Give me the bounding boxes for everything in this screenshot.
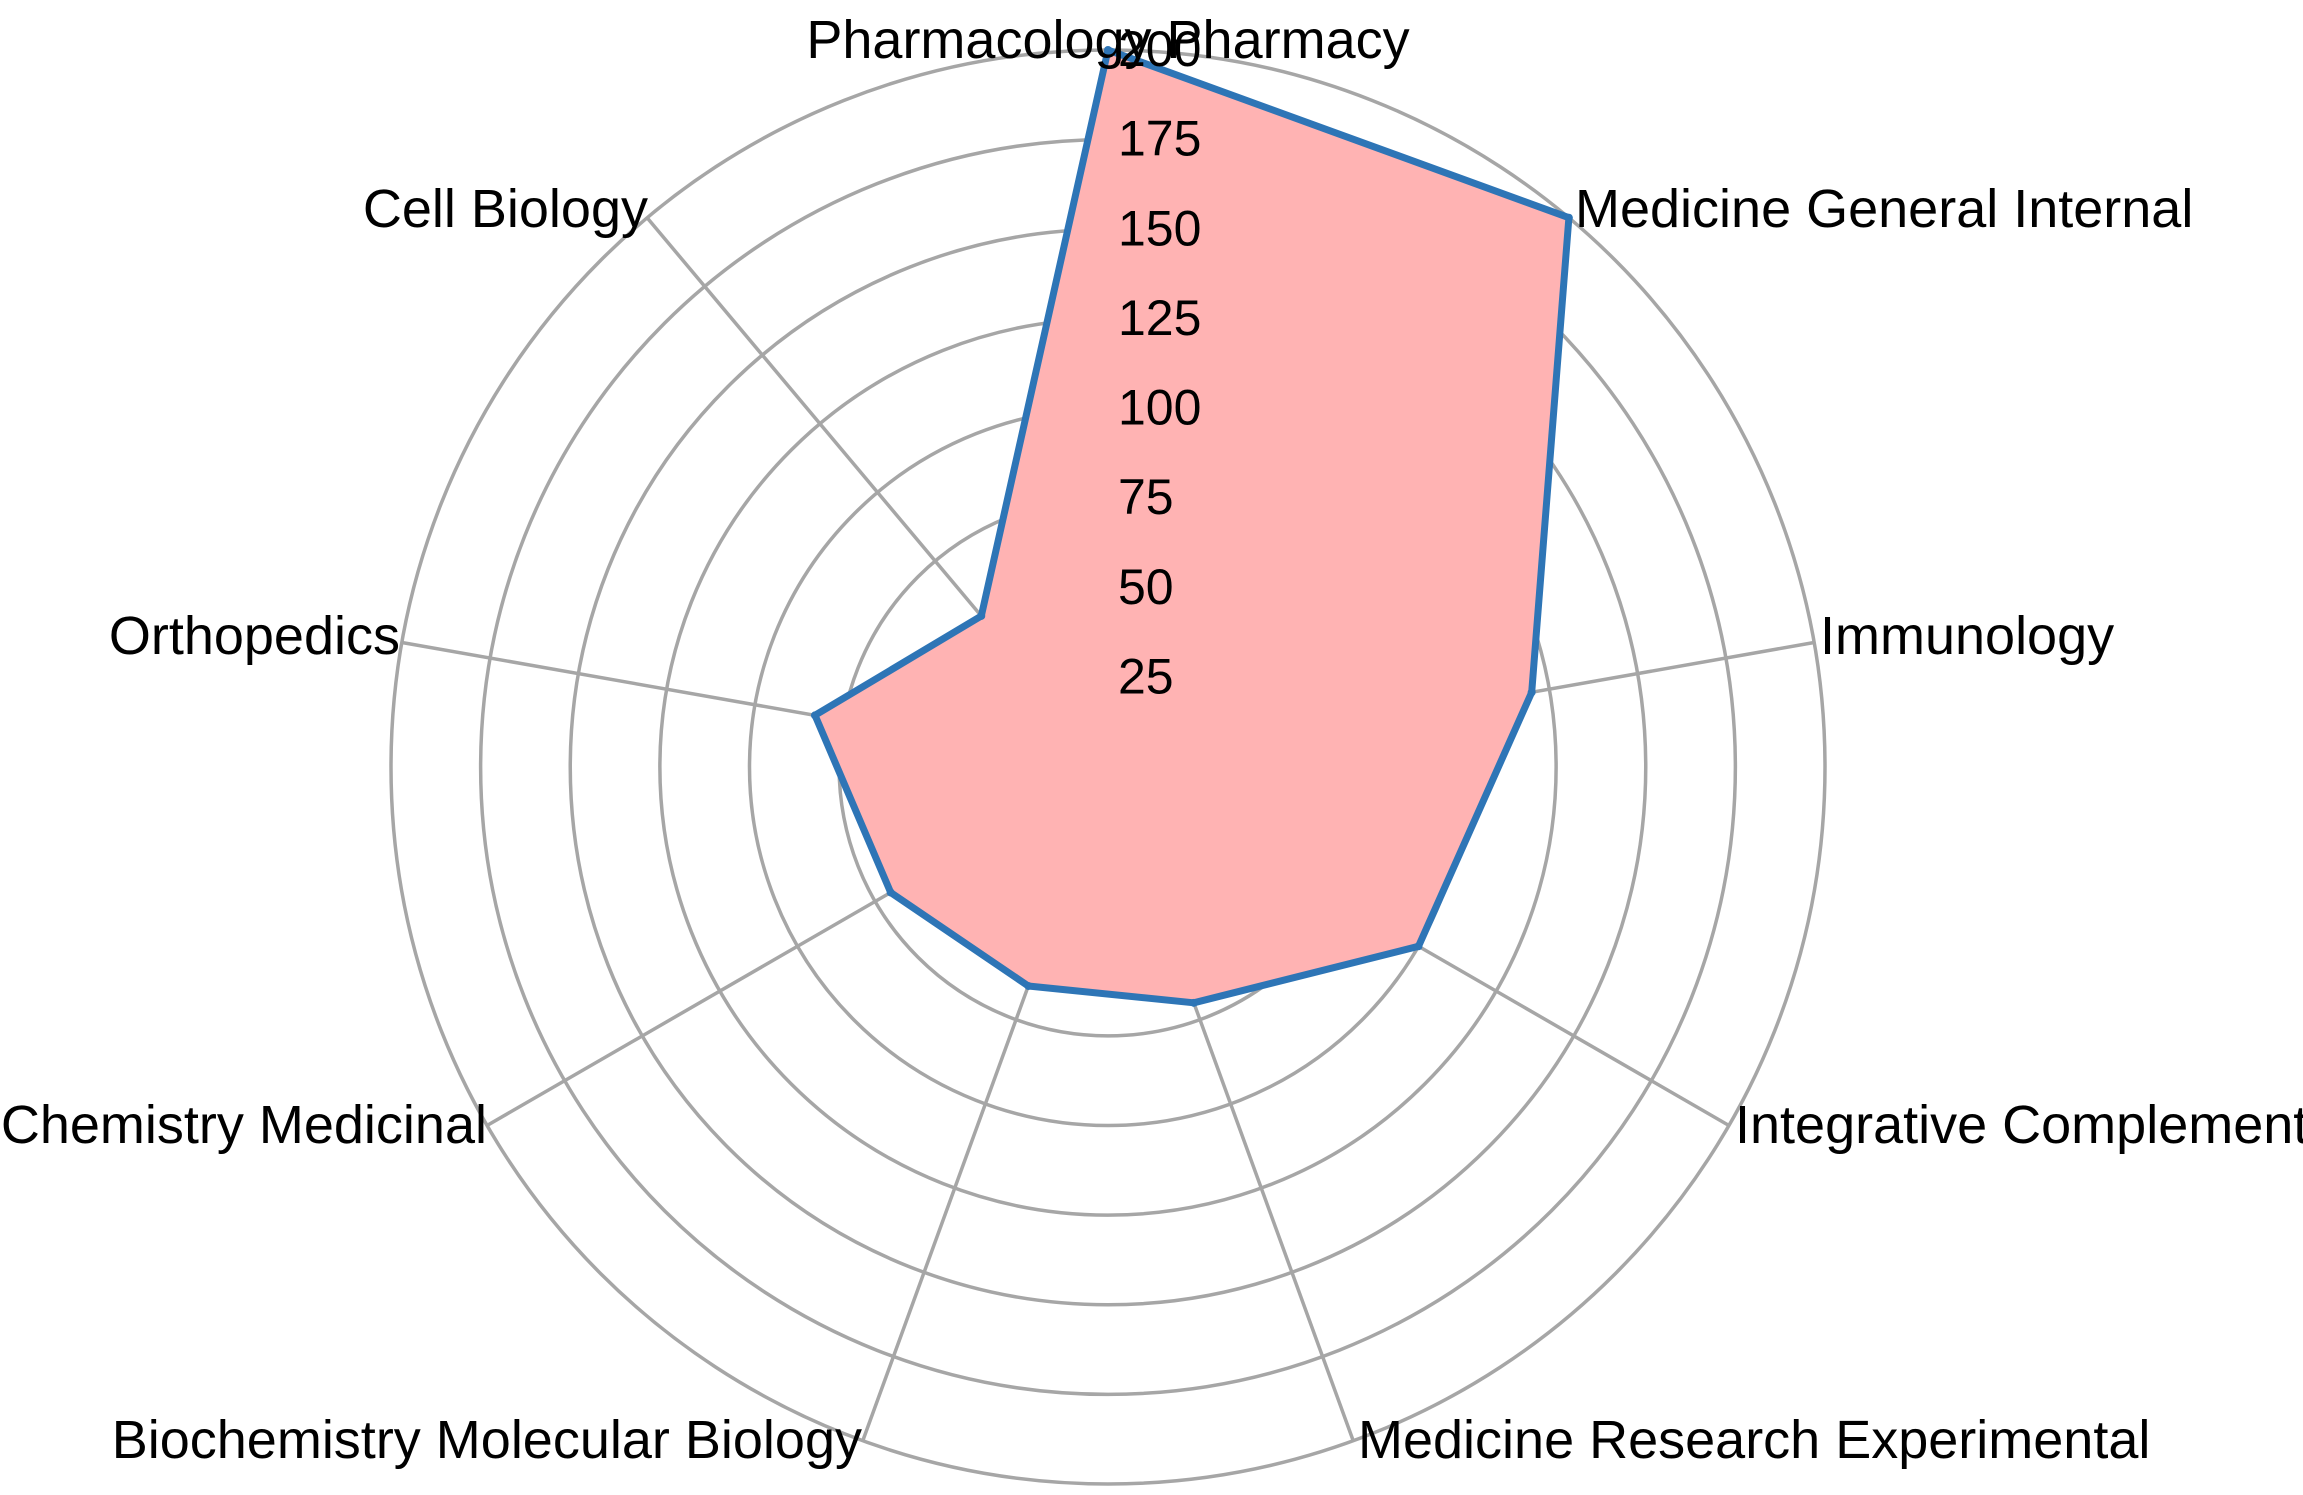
data-point (1104, 46, 1112, 54)
tick-label: 25 (1118, 648, 1174, 704)
data-point (1564, 213, 1573, 222)
tick-label: 175 (1118, 111, 1201, 167)
data-point (810, 711, 819, 720)
data-point (1414, 942, 1423, 951)
series-area (811, 46, 1573, 1007)
axis-label: Chemistry Medicinal (1, 1095, 487, 1155)
axis-label: Medicine General Internal (1575, 179, 2193, 239)
data-point (1189, 998, 1198, 1007)
data-layer (810, 46, 1573, 1007)
tick-label: 50 (1118, 559, 1174, 615)
axis-label: Biochemistry Molecular Biology (112, 1410, 862, 1470)
data-point (886, 888, 895, 897)
axis-label: Immunology (1820, 606, 2114, 666)
data-point (977, 611, 986, 620)
label-layer: Pharmacology Pharmacy Medicine General In… (1, 10, 2303, 1470)
tick-label: 125 (1118, 290, 1201, 346)
axis-label: Cell Biology (363, 179, 648, 239)
tick-layer: 25 50 75 100 125 150 175 200 (1118, 21, 1201, 704)
axis-label: Medicine Research Experimental (1358, 1410, 2150, 1470)
axis-label: Pharmacology Pharmacy (806, 10, 1409, 70)
data-point (1024, 981, 1033, 990)
tick-label: 100 (1118, 380, 1201, 436)
axis-label: Integrative Complement (1735, 1095, 2303, 1155)
tick-label: 200 (1118, 21, 1201, 77)
tick-label: 150 (1118, 200, 1201, 256)
axis-label: Orthopedics (109, 606, 400, 666)
data-point (1527, 688, 1536, 697)
tick-label: 75 (1118, 469, 1174, 525)
